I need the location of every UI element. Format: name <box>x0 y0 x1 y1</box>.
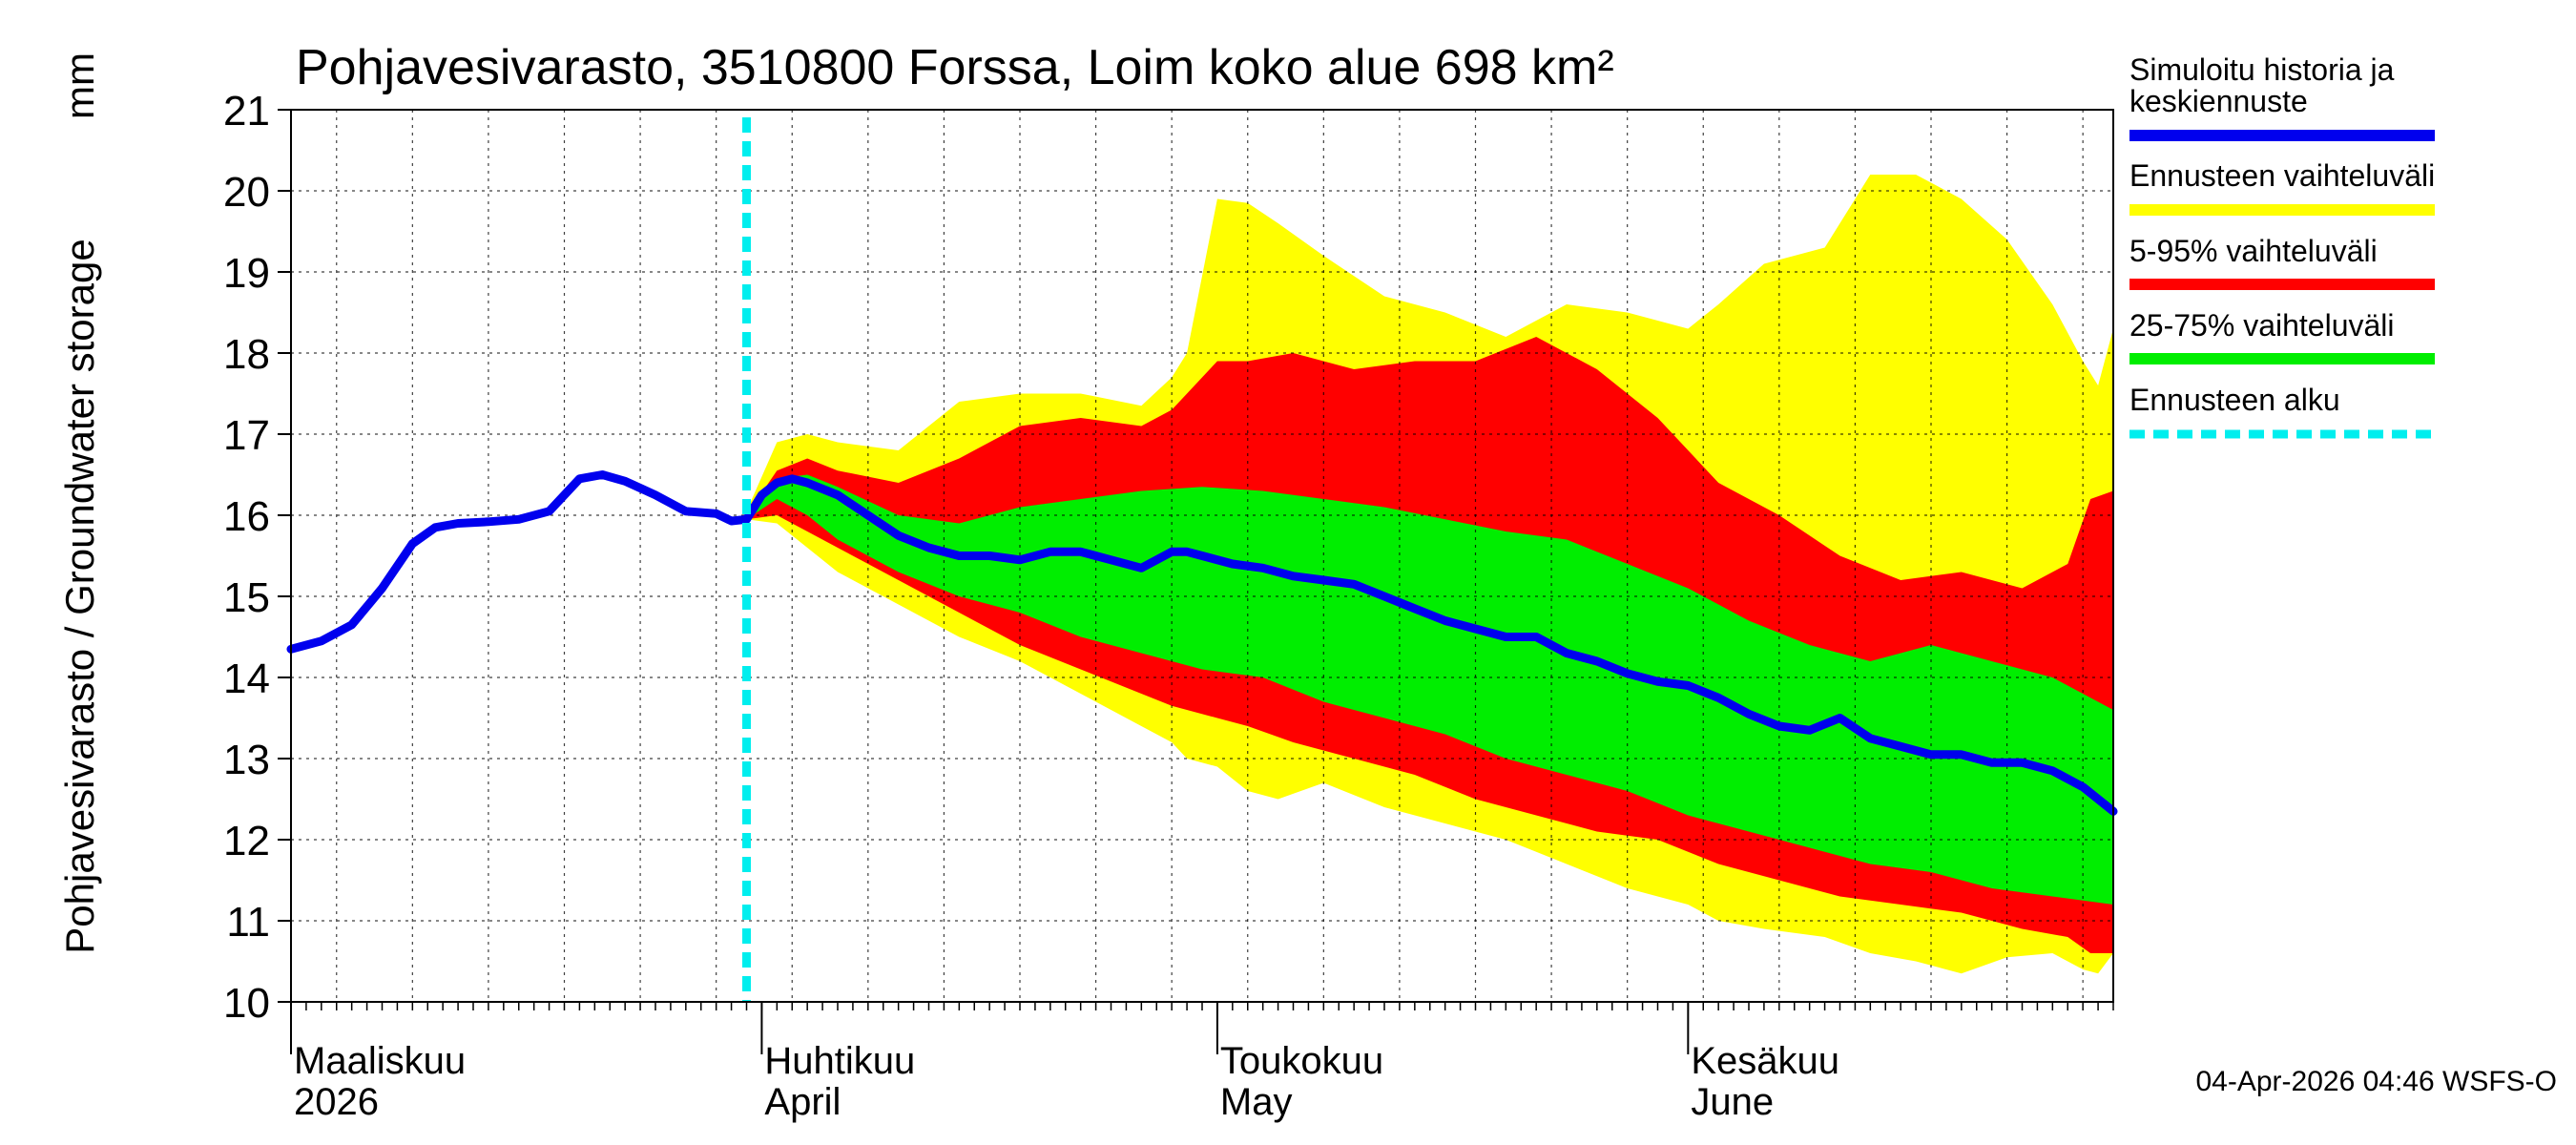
y-tick-label: 21 <box>223 88 270 135</box>
y-tick-label: 16 <box>223 493 270 540</box>
y-tick-label: 20 <box>223 169 270 216</box>
y-tick-label: 18 <box>223 331 270 378</box>
legend-swatch-ennuste <box>2129 204 2435 216</box>
legend-swatch-5-95 <box>2129 279 2435 290</box>
y-tick-label: 17 <box>223 412 270 459</box>
legend-label-25-75: 25-75% vaihteluväli <box>2129 308 2395 343</box>
y-tick-label: 14 <box>223 656 270 702</box>
legend-label-mean-line1: Simuloitu historia ja <box>2129 52 2395 87</box>
y-tick-label: 15 <box>223 574 270 621</box>
footer-timestamp: 04-Apr-2026 04:46 WSFS-O <box>2195 1066 2557 1097</box>
y-axis: 10 11 12 13 14 15 16 17 18 19 20 21 <box>223 88 291 1027</box>
band-25-75-vaihteluv-li <box>746 474 2113 905</box>
series-lines <box>286 117 2118 1002</box>
legend-label-alku: Ennusteen alku <box>2129 383 2340 417</box>
forecast-bands <box>746 175 2113 974</box>
grid <box>291 110 2113 1002</box>
month-label-en: May <box>1220 1081 1293 1123</box>
y-tick-label: 11 <box>226 899 270 946</box>
legend: Simuloitu historia ja keskiennuste Ennus… <box>2129 52 2435 439</box>
y-tick-label: 13 <box>223 737 270 783</box>
month-label-fi: Maaliskuu <box>294 1040 466 1082</box>
y-tick-label: 19 <box>223 250 270 297</box>
legend-label-mean-line2: keskiennuste <box>2129 84 2308 118</box>
month-label-fi: Toukokuu <box>1220 1040 1383 1082</box>
y-tick-label: 10 <box>223 980 270 1027</box>
month-label-en: 2026 <box>294 1081 379 1123</box>
legend-label-5-95: 5-95% vaihteluväli <box>2129 234 2378 268</box>
history-line <box>286 470 751 654</box>
month-label-en: June <box>1691 1081 1774 1123</box>
month-label-fi: Kesäkuu <box>1691 1040 1839 1082</box>
month-label-fi: Huhtikuu <box>764 1040 915 1082</box>
chart-title: Pohjavesivarasto, 3510800 Forssa, Loim k… <box>296 40 1614 95</box>
y-axis-unit: mm <box>57 52 102 119</box>
legend-label-ennuste: Ennusteen vaihteluväli <box>2129 158 2435 193</box>
legend-swatch-mean <box>2129 130 2435 141</box>
y-axis-label: Pohjavesivarasto / Groundwater storage <box>57 239 102 953</box>
y-tick-label: 12 <box>223 818 270 864</box>
mean-forecast-line <box>742 474 2118 816</box>
month-label-en: April <box>764 1081 841 1123</box>
legend-swatch-25-75 <box>2129 353 2435 364</box>
